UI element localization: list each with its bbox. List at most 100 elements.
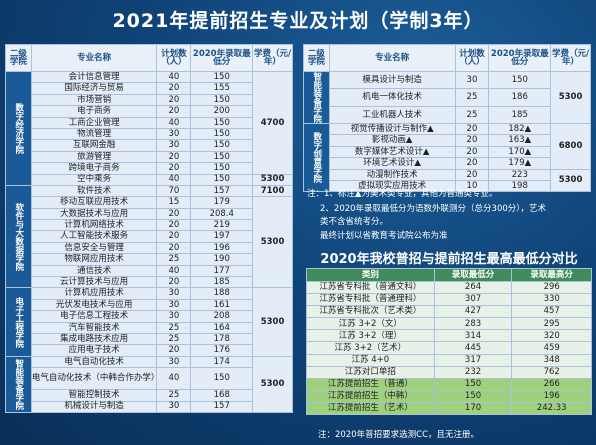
header-score: 2020年录取最低分 — [488, 44, 552, 72]
table-row: 江苏 3+2（文） 283 295 — [306, 317, 592, 331]
min-score: 155 — [190, 82, 254, 95]
min-score: 150 — [190, 367, 254, 391]
note-2a: 2、2020年录取最低分为语数外联测分（总分300分），艺术 — [320, 204, 547, 214]
plan-count: 40 — [156, 70, 192, 84]
table-row: 人工智能技术服务 20 197 — [6, 230, 293, 243]
min-score: 161 — [190, 298, 254, 312]
major-name: 智能控制技术 — [30, 389, 158, 402]
table-row: 光伏发电技术与应用 30 161 — [6, 298, 293, 312]
college-name: 软件与大数据学院 — [5, 184, 32, 289]
major-name: 移动互联应用技术 — [30, 196, 158, 209]
major-name: 空中乘务 — [30, 173, 158, 186]
min-score: 283 — [433, 317, 513, 331]
page-title: 2021年提前招生专业及计划（学制3年） — [112, 10, 484, 32]
compare-title: 2020年我校普招与提前招生最高最低分对比 — [320, 252, 578, 267]
table-row: 电子信息工程技术 30 208 — [6, 310, 293, 323]
tuition-fee: 5300 — [252, 173, 293, 186]
max-score: 296 — [511, 280, 592, 295]
compare-table: 类别 录取最低分 录取最高分 江苏省专科批（普通文科） 264 296 江苏省专科批… — [306, 268, 592, 416]
table-row: 工业机器人技术 25 185 — [304, 105, 591, 125]
plan-count: 20 — [454, 122, 490, 136]
min-score: 150 — [190, 162, 254, 175]
plan-count: 20 — [156, 162, 192, 175]
major-name: 国际经济与贸易 — [30, 82, 158, 95]
table-row: 智能装备学院 模具设计与制造 30 150 5300 — [303, 70, 591, 124]
table-row: 江苏 4+0 317 348 — [306, 353, 592, 367]
min-score: 150 — [190, 93, 254, 107]
table-row: 环境艺术设计▲ 20 179▲ — [304, 157, 591, 170]
plan-count: 20 — [156, 93, 192, 107]
tuition-fee: 5300 — [252, 355, 293, 413]
min-score: 168 — [190, 389, 254, 402]
plan-count: 25 — [454, 88, 490, 107]
min-score: 314 — [433, 329, 513, 343]
major-name: 数字媒体艺术设计▲ — [328, 145, 456, 159]
plan-count: 40 — [156, 264, 192, 278]
plan-count: 40 — [156, 116, 192, 129]
major-name: 光伏发电技术与应用 — [30, 298, 158, 312]
max-score: 196 — [511, 389, 592, 403]
major-name: 汽车智能技术 — [30, 321, 158, 335]
min-score: 150 — [190, 70, 254, 84]
category: 江苏提前招生（普通） — [306, 377, 435, 391]
plan-count: 40 — [156, 367, 192, 391]
major-name: 工业机器人技术 — [328, 105, 456, 125]
major-name: 机械设计与制造 — [30, 400, 158, 413]
min-score: 188 — [190, 287, 254, 300]
min-score: 170 — [433, 401, 513, 416]
compare-header-row: 类别 录取最低分 录取最高分 — [306, 268, 592, 282]
table-row: 数字经济学院 会计信息管理 40 150 4700 — [5, 70, 293, 186]
plan-count: 20 — [454, 134, 490, 147]
plan-count: 25 — [156, 253, 192, 266]
table-row: 物流管理 30 150 — [6, 127, 293, 141]
plan-count: 20 — [156, 241, 192, 255]
plan-count: 25 — [156, 389, 192, 402]
max-score: 348 — [511, 353, 592, 367]
min-score: 174 — [190, 355, 254, 369]
table-row: 机电一体化技术 25 186 — [304, 88, 591, 107]
min-score: 163▲ — [488, 134, 552, 147]
min-score: 157 — [190, 400, 254, 413]
table-row: 机械设计与制造 30 157 — [6, 400, 293, 413]
max-score: 266 — [511, 377, 592, 391]
table-row: 跨境电子商务 20 150 — [6, 162, 293, 175]
major-name: 集成电路技术应用 — [30, 332, 158, 346]
min-score: 197 — [190, 230, 254, 243]
header-min-score: 录取最低分 — [433, 268, 513, 282]
min-score: 232 — [433, 365, 513, 379]
header-fee: 学费（元/年） — [252, 44, 293, 72]
plan-count: 30 — [156, 400, 192, 413]
min-score: 177 — [190, 264, 254, 278]
major-name: 环境艺术设计▲ — [328, 157, 456, 170]
category: 江苏提前招生（中韩） — [306, 389, 435, 403]
major-name: 市场营销 — [30, 93, 158, 107]
category: 江苏 3+2（理） — [306, 329, 435, 343]
category: 江苏省专科批次（艺术类） — [306, 305, 435, 319]
table-row: 大数据技术与应用 20 208.4 — [6, 207, 293, 221]
major-name: 影视动画▲ — [328, 134, 456, 147]
table-row: 汽车智能技术 25 164 — [6, 321, 293, 335]
plan-count: 20 — [156, 207, 192, 221]
min-score: 219 — [190, 219, 254, 232]
tuition-fee: 6800 — [550, 123, 591, 170]
table-row: 软件与大数据学院 软件技术 70 157 7100 — [5, 184, 293, 289]
major-name: 软件技术 — [30, 184, 158, 198]
major-name: 电气自动化技术（中韩合作办学） — [30, 367, 159, 391]
header-category: 类别 — [306, 268, 435, 282]
table-row: 智能控制技术 25 168 — [6, 389, 293, 402]
min-score: 178 — [190, 332, 254, 346]
max-score: 242.33 — [511, 401, 592, 416]
header-major: 专业名称 — [30, 44, 158, 72]
plan-count: 20 — [454, 157, 490, 170]
min-score: 208.4 — [190, 207, 254, 221]
major-name: 电子信息工程技术 — [30, 310, 158, 323]
min-score: 150 — [433, 377, 513, 391]
header-plan: 计划数（人） — [156, 44, 192, 72]
table-row: 智能装备学院 电气自动化技术 30 174 5300 — [5, 355, 293, 413]
min-score: 182▲ — [488, 122, 552, 136]
table-row-highlighted: 江苏提前招生（中韩） 150 196 — [306, 389, 592, 403]
left-plan-table: 二级学院 专业名称 计划数（人） 2020年录取最低分 学费（元/年） 数字经济… — [5, 44, 293, 413]
min-score: 317 — [433, 353, 513, 367]
table-row: 江苏对口单招 232 762 — [306, 365, 592, 379]
table-row: 江苏省专科批次（艺术类） 427 457 — [306, 305, 592, 319]
